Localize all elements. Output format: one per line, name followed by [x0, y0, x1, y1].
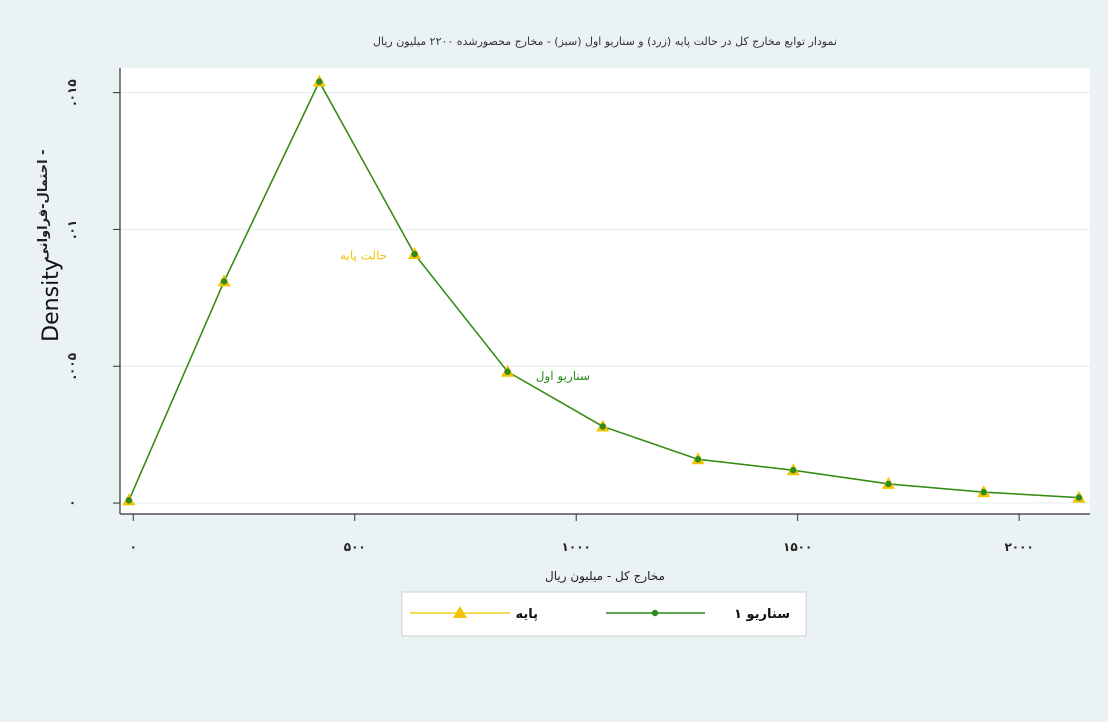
legend-label-scenario: سناریو ۱ [734, 607, 790, 622]
grid-lines [120, 92, 1090, 504]
x-tick-label-0: ۰ [130, 540, 137, 554]
y-tick-label-1: .۰۰۵ [65, 353, 79, 380]
annotation-0: حالت پایه [340, 249, 387, 263]
plot-area [120, 68, 1090, 514]
legend-item-scenario: سناریو ۱ [606, 607, 790, 622]
annotation-1: سناریو اول [536, 369, 590, 384]
x-axis-label: مخارج کل - میلیون ریال [545, 569, 665, 584]
y-axis-label-main: Density [39, 258, 64, 342]
legend-marker-base [453, 606, 467, 618]
axis-ticks: ۰ .۰۰۵ .۰۱ .۰۱۵ ۰ ۵۰۰ ۱۰۰۰ ۱۵۰۰ ۲۰۰۰ [65, 79, 1034, 554]
x-tick-label-2: ۱۰۰۰ [562, 540, 591, 554]
marker-s1-4 [504, 368, 511, 375]
y-tick-label-3: .۰۱۵ [65, 79, 79, 106]
legend-box [401, 591, 807, 637]
y-axis-label-sub: احتمال-فراوانی - [36, 150, 51, 261]
marker-s1-5 [599, 423, 606, 430]
marker-s1-3 [411, 250, 418, 258]
annotations: حالت پایه سناریو اول [340, 249, 590, 384]
legend-item-base: پایه [410, 606, 538, 622]
series-layer [122, 74, 1086, 506]
marker-s1-6 [694, 456, 702, 463]
y-tick-label-2: .۰۱ [65, 220, 79, 239]
legend-marker-scenario [651, 609, 659, 617]
marker-s1-9 [980, 488, 987, 496]
legend-label-base: پایه [515, 607, 538, 622]
marker-s1-7 [790, 467, 797, 474]
x-tick-label-3: ۱۵۰۰ [783, 540, 812, 554]
x-tick-label-4: ۲۰۰۰ [1004, 540, 1033, 554]
marker-s1-2 [316, 78, 323, 85]
chart-title: نمودار توابع مخارج کل در حالت پایه (زرد)… [373, 35, 837, 48]
marker-s1-0 [125, 497, 133, 504]
marker-s1-1 [220, 278, 228, 285]
marker-s1-10 [1075, 494, 1083, 501]
x-tick-label-1: ۵۰۰ [344, 540, 366, 554]
marker-s1-8 [885, 480, 892, 488]
y-tick-label-0: ۰ [65, 499, 79, 506]
